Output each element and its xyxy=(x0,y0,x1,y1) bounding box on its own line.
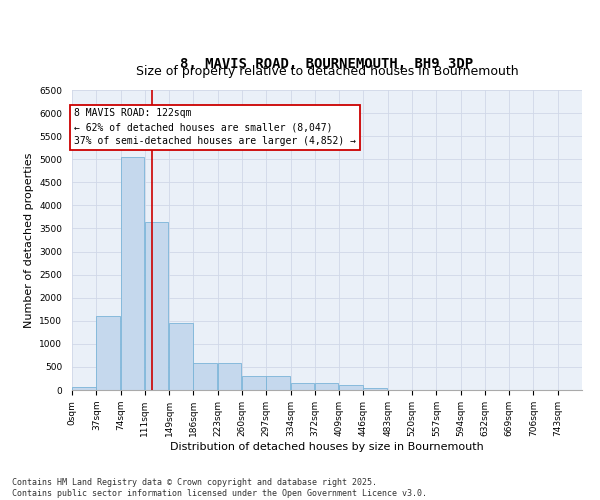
Bar xyxy=(266,376,290,390)
Y-axis label: Number of detached properties: Number of detached properties xyxy=(24,152,34,328)
Bar xyxy=(121,157,144,390)
Bar xyxy=(339,386,363,390)
Bar xyxy=(72,386,95,390)
X-axis label: Distribution of detached houses by size in Bournemouth: Distribution of detached houses by size … xyxy=(170,442,484,452)
Bar xyxy=(169,323,193,390)
Text: 8 MAVIS ROAD: 122sqm
← 62% of detached houses are smaller (8,047)
37% of semi-de: 8 MAVIS ROAD: 122sqm ← 62% of detached h… xyxy=(74,108,356,146)
Text: Contains HM Land Registry data © Crown copyright and database right 2025.
Contai: Contains HM Land Registry data © Crown c… xyxy=(12,478,427,498)
Bar xyxy=(290,383,314,390)
Bar xyxy=(242,376,266,390)
Bar xyxy=(145,222,169,390)
Bar xyxy=(218,363,241,390)
Bar xyxy=(315,383,338,390)
Text: Size of property relative to detached houses in Bournemouth: Size of property relative to detached ho… xyxy=(136,64,518,78)
Bar xyxy=(96,316,120,390)
Title: 8, MAVIS ROAD, BOURNEMOUTH, BH9 3DP: 8, MAVIS ROAD, BOURNEMOUTH, BH9 3DP xyxy=(181,57,473,71)
Bar xyxy=(364,388,387,390)
Bar xyxy=(193,363,217,390)
